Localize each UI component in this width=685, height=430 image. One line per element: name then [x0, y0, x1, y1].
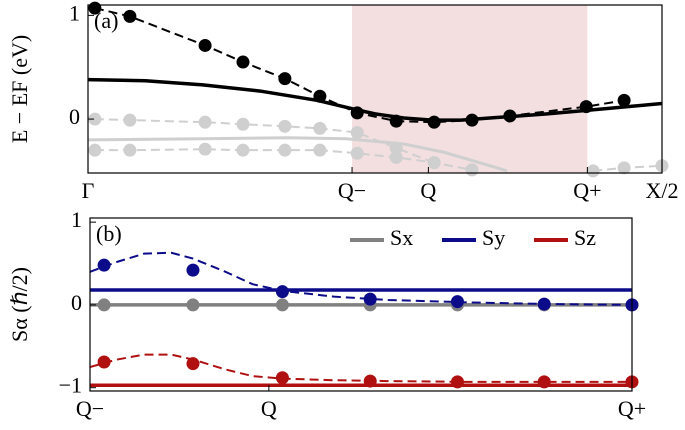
data-point [276, 298, 289, 311]
data-point [351, 126, 364, 139]
y-tick-label: −1 [59, 373, 82, 398]
plot-area [90, 253, 632, 385]
x-tick-label: Q− [76, 396, 104, 421]
x-tick-label: Q− [338, 178, 366, 203]
data-point [390, 115, 403, 128]
data-point [278, 144, 291, 157]
data-point [186, 264, 199, 277]
data-point [466, 163, 479, 176]
data-point [276, 285, 289, 298]
data-point [276, 371, 289, 384]
data-point [186, 357, 199, 370]
legend-label: Sz [574, 225, 596, 250]
data-point [313, 144, 326, 157]
series-line [90, 355, 632, 382]
data-point [123, 10, 136, 23]
data-point [236, 118, 249, 131]
panel-label: (b) [96, 221, 122, 246]
data-point [98, 298, 111, 311]
data-point [428, 116, 441, 129]
data-point [199, 39, 212, 52]
panel-label: (a) [94, 8, 118, 33]
data-point [364, 293, 377, 306]
data-point [390, 151, 403, 164]
data-point [428, 156, 441, 169]
data-point [618, 94, 631, 107]
data-point [313, 122, 326, 135]
x-tick-label: Q+ [618, 396, 646, 421]
x-tick-label: Q+ [573, 178, 601, 203]
data-point [580, 100, 593, 113]
data-point [466, 114, 479, 127]
data-point [199, 143, 212, 156]
x-tick-label: X/2 [646, 178, 679, 203]
legend-label: Sy [482, 225, 505, 250]
data-point [123, 114, 136, 127]
data-point [313, 90, 326, 103]
y-tick-label: 1 [69, 0, 80, 25]
y-axis-label: E − EF (eV) [7, 35, 32, 143]
data-point [199, 116, 212, 129]
data-point [278, 120, 291, 133]
y-tick-label: 0 [69, 104, 80, 129]
data-point [278, 72, 291, 85]
data-point [98, 259, 111, 272]
data-point [186, 298, 199, 311]
x-tick-label: Q [420, 178, 436, 203]
plot-area [88, 5, 662, 173]
x-tick-label: Γ [82, 178, 95, 203]
y-tick-label: 1 [71, 207, 82, 232]
data-point [123, 144, 136, 157]
figure: Γ Q− Q Q+ X/2 0 1 (a) E − EF (eV) Q− Q Q+ −1 0 1 (b) Sα … [0, 0, 685, 430]
data-point [618, 161, 631, 174]
data-point [364, 375, 377, 388]
data-point [587, 164, 600, 177]
highlight-region [352, 5, 587, 173]
data-point [451, 295, 464, 308]
data-point [236, 56, 249, 69]
x-tick-label: Q [261, 396, 277, 421]
legend-label: Sx [390, 225, 413, 250]
y-axis-label: Sα (ℏ/2) [7, 267, 32, 342]
data-point [351, 106, 364, 119]
data-point [538, 298, 551, 311]
data-point [98, 356, 111, 369]
data-point [451, 375, 464, 388]
y-tick-label: 0 [71, 290, 82, 315]
data-point [88, 144, 101, 157]
data-point [503, 109, 516, 122]
data-point [351, 147, 364, 160]
data-point [538, 375, 551, 388]
series-line [90, 253, 632, 305]
data-point [236, 144, 249, 157]
